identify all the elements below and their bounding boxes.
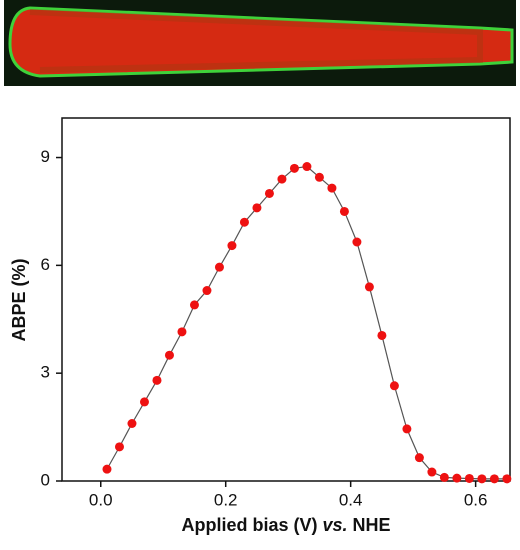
data-point: [202, 286, 212, 296]
x-axis-label-part: Applied bias (V): [181, 515, 317, 535]
y-tick-label: 6: [41, 255, 50, 274]
y-tick-label: 3: [41, 363, 50, 382]
data-point: [402, 424, 412, 434]
y-tick-label: 9: [41, 147, 50, 166]
data-point: [139, 397, 149, 407]
data-point: [227, 241, 237, 251]
nanowire: [8, 6, 514, 78]
data-point: [377, 330, 387, 340]
data-point: [264, 188, 274, 198]
data-point: [364, 282, 374, 292]
data-point: [252, 203, 262, 213]
data-point: [102, 464, 112, 474]
data-point: [302, 162, 312, 172]
data-point: [389, 381, 399, 391]
data-point: [439, 472, 449, 482]
series-line: [106, 165, 507, 480]
data-point: [477, 474, 487, 484]
data-point: [164, 350, 174, 360]
x-axis-label: Applied bias (V) vs. NHE: [181, 515, 390, 535]
data-point: [427, 467, 437, 477]
x-axis-label-part: vs.: [322, 515, 347, 535]
data-point: [314, 172, 324, 182]
data-point: [277, 174, 287, 184]
data-point: [289, 163, 299, 173]
plot-frame: [61, 117, 511, 482]
x-tick-label: 0.0: [89, 490, 113, 509]
x-axis-label-part: NHE: [353, 515, 391, 535]
x-tick-label: 0.6: [464, 490, 488, 509]
data-point: [502, 474, 512, 484]
x-tick-label: 0.2: [214, 490, 238, 509]
y-axis-label: ABPE (%): [9, 258, 29, 341]
y-tick-label: 0: [41, 470, 50, 489]
data-point: [414, 453, 424, 463]
x-tick-label: 0.4: [339, 490, 363, 509]
data-point: [352, 237, 362, 247]
data-point: [239, 217, 249, 227]
data-point: [177, 327, 187, 337]
data-point: [214, 262, 224, 272]
data-point: [114, 442, 124, 452]
data-point: [152, 375, 162, 385]
data-point: [127, 418, 137, 428]
data-point: [464, 473, 474, 483]
data-point: [452, 473, 462, 483]
data-point: [189, 300, 199, 310]
data-point: [327, 183, 337, 193]
micrograph: [4, 0, 516, 86]
data-point: [489, 474, 499, 484]
nanowire-texture: [29, 9, 483, 73]
data-point: [339, 206, 349, 216]
